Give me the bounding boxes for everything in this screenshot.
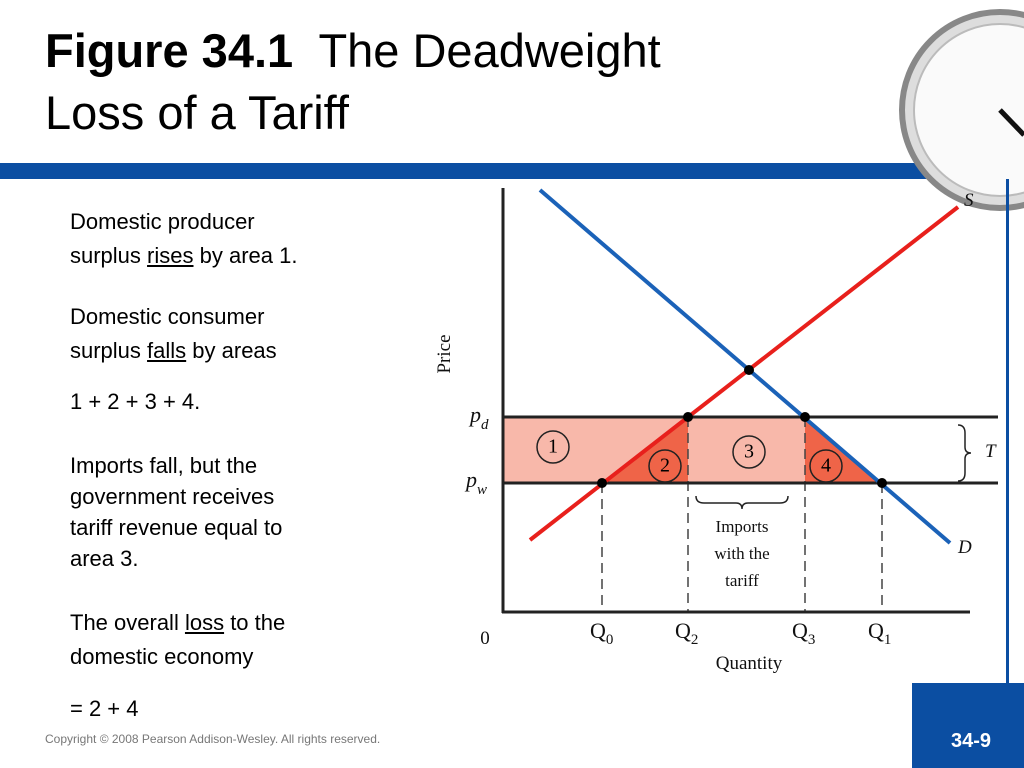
supply-label: S bbox=[964, 190, 974, 211]
text-segment: = 2 + 4 bbox=[70, 696, 139, 721]
text-segment: surplus bbox=[70, 338, 148, 363]
q-label: Q2 bbox=[675, 618, 698, 648]
tariff-label: T bbox=[985, 441, 997, 462]
text-segment: government receives bbox=[70, 484, 275, 509]
underlined-word: loss bbox=[184, 610, 225, 635]
demand-label: D bbox=[957, 537, 972, 558]
text-segment: area 3. bbox=[70, 546, 139, 571]
text-segment: 1 + 2 + 3 + 4. bbox=[70, 389, 201, 414]
text-segment: Domestic consumer bbox=[70, 304, 265, 329]
title-bold: Figure 34.1 bbox=[45, 24, 294, 77]
y-axis-label: Price bbox=[434, 334, 455, 373]
paragraph: Imports fall, but the government receives… bbox=[70, 450, 282, 574]
text-line: area 3. bbox=[70, 543, 282, 574]
text-segment: surplus bbox=[70, 243, 148, 268]
text-segment: tariff revenue equal to bbox=[70, 515, 283, 540]
q-label: Q3 bbox=[792, 618, 815, 648]
text-segment: Imports fall, but the bbox=[70, 453, 258, 478]
supply-curve bbox=[528, 205, 960, 542]
area-label: 4 bbox=[821, 455, 831, 477]
area-label: 1 bbox=[548, 436, 558, 458]
text-line: domestic economy bbox=[70, 640, 285, 674]
area-1 bbox=[503, 417, 688, 483]
side-line bbox=[1006, 179, 1009, 683]
tariff-brace bbox=[957, 424, 972, 482]
underlined-word: falls bbox=[147, 338, 187, 363]
imports-brace bbox=[695, 495, 789, 510]
dashed-lines bbox=[601, 417, 883, 612]
header-bar bbox=[0, 163, 1024, 179]
paragraph: Domestic consumer surplus falls by areas bbox=[70, 300, 277, 368]
q-label: Q0 bbox=[590, 618, 613, 648]
pd-label: pd bbox=[468, 402, 489, 433]
text-line: Domestic producer bbox=[70, 205, 297, 239]
page-box bbox=[912, 683, 1024, 768]
area-label: 3 bbox=[744, 441, 754, 463]
points bbox=[597, 365, 887, 488]
imports-label: with the bbox=[714, 544, 769, 563]
text-line: = 2 + 4 bbox=[70, 692, 139, 726]
text-line: Domestic consumer bbox=[70, 300, 277, 334]
title-line: The Deadweight bbox=[318, 24, 661, 77]
text-line: government receives bbox=[70, 481, 282, 512]
text-line: The overall loss to the bbox=[70, 606, 285, 640]
paragraph: The overall loss to the domestic economy bbox=[70, 606, 285, 674]
imports-label: Imports bbox=[716, 517, 769, 536]
copyright: Copyright © 2008 Pearson Addison-Wesley.… bbox=[45, 732, 380, 746]
text-line: 1 + 2 + 3 + 4. bbox=[70, 385, 200, 419]
pw-label: pw bbox=[464, 467, 487, 498]
diagram: 1 2 3 4 T S D 0 Quantity Price Imports w… bbox=[434, 188, 998, 674]
x-axis-label: Quantity bbox=[716, 653, 783, 674]
text-line: surplus rises by area 1. bbox=[70, 239, 297, 273]
origin-label: 0 bbox=[480, 628, 490, 649]
paragraph: Domestic producer surplus rises by area 1… bbox=[70, 205, 297, 273]
slide-title: Figure 34.1 The Deadweight Loss of a Tari… bbox=[45, 20, 661, 144]
area-circles bbox=[536, 430, 843, 483]
text-line: surplus falls by areas bbox=[70, 334, 277, 368]
text-segment: to the bbox=[224, 610, 286, 635]
area-3 bbox=[688, 417, 805, 483]
clock bbox=[899, 9, 1024, 211]
text-segment: Domestic producer bbox=[70, 209, 255, 234]
text-segment: by areas bbox=[186, 338, 277, 363]
imports-label: tariff bbox=[725, 571, 759, 590]
paragraph: = 2 + 4 bbox=[70, 692, 139, 726]
title-line: Loss of a Tariff bbox=[45, 86, 349, 139]
page-number: 34-9 bbox=[951, 730, 991, 752]
text-segment: domestic economy bbox=[70, 644, 254, 669]
text-line: Imports fall, but the bbox=[70, 450, 282, 481]
underlined-word: rises bbox=[147, 243, 194, 268]
paragraph: 1 + 2 + 3 + 4. bbox=[70, 385, 200, 419]
q-label: Q1 bbox=[868, 618, 891, 648]
text-segment: by area 1. bbox=[193, 243, 298, 268]
text-line: tariff revenue equal to bbox=[70, 512, 282, 543]
text-segment: The overall bbox=[70, 610, 185, 635]
area-label: 2 bbox=[660, 455, 670, 477]
